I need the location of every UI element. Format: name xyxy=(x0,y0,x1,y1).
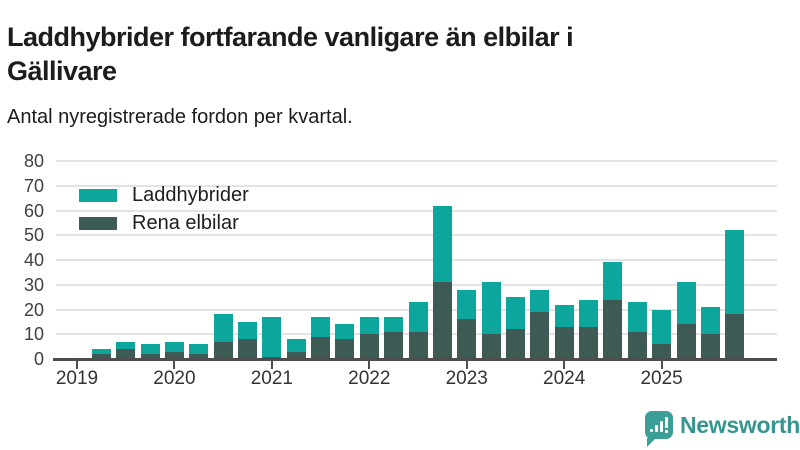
bar-segment-laddhybrider xyxy=(554,304,574,327)
y-gridline xyxy=(56,234,777,237)
bar-segment-rena-elbilar xyxy=(603,299,623,359)
bar-segment-rena-elbilar xyxy=(140,354,160,359)
chart-title: Laddhybrider fortfarande vanligare än el… xyxy=(7,22,574,87)
bar-segment-laddhybrider xyxy=(189,344,209,355)
legend-label: Rena elbilar xyxy=(132,211,239,234)
bar-segment-laddhybrider xyxy=(700,307,720,335)
bar-segment-laddhybrider xyxy=(481,282,501,335)
y-axis-tick-label: 20 xyxy=(23,299,44,320)
y-axis-tick-label: 30 xyxy=(23,274,44,295)
bar-segment-laddhybrider xyxy=(457,289,477,320)
bar-segment-rena-elbilar xyxy=(652,344,672,359)
bar-segment-rena-elbilar xyxy=(554,326,574,359)
bar-segment-rena-elbilar xyxy=(432,282,452,359)
bar-segment-rena-elbilar xyxy=(189,354,209,359)
y-gridline xyxy=(56,259,777,261)
bar-segment-laddhybrider xyxy=(579,299,599,327)
bar-segment-laddhybrider xyxy=(505,297,525,330)
x-axis-tick xyxy=(465,361,468,369)
y-axis-tick-label: 50 xyxy=(23,225,44,246)
bar-segment-laddhybrider xyxy=(432,205,452,283)
y-axis-tick-label: 10 xyxy=(23,324,44,345)
bar-segment-laddhybrider xyxy=(140,344,160,355)
x-axis-year-label: 2019 xyxy=(55,368,99,389)
bar-segment-rena-elbilar xyxy=(164,351,184,359)
y-gridline xyxy=(56,209,777,212)
bar-segment-rena-elbilar xyxy=(286,351,306,359)
bar-segment-rena-elbilar xyxy=(213,341,233,359)
laddhybrider-swatch xyxy=(79,188,117,202)
x-axis-tick xyxy=(660,361,663,369)
y-axis-tick-label: 60 xyxy=(23,200,44,221)
bar-segment-rena-elbilar xyxy=(676,324,696,359)
bar-segment-laddhybrider xyxy=(262,316,282,357)
bar-segment-rena-elbilar xyxy=(238,339,258,359)
bar-segment-laddhybrider xyxy=(652,309,672,345)
bar-segment-rena-elbilar xyxy=(384,331,404,359)
x-axis-year-label: 2021 xyxy=(250,368,294,389)
bar-segment-laddhybrider xyxy=(676,282,696,325)
rena-elbilar-swatch xyxy=(79,216,117,230)
bar-segment-laddhybrider xyxy=(408,302,428,332)
bar-segment-rena-elbilar xyxy=(262,356,282,359)
bar-segment-rena-elbilar xyxy=(359,334,379,359)
x-axis-tick xyxy=(173,361,176,369)
bar-segment-rena-elbilar xyxy=(91,354,111,359)
x-axis-tick xyxy=(270,361,273,369)
bar-segment-laddhybrider xyxy=(116,341,136,350)
x-axis-year-label: 2022 xyxy=(348,368,391,389)
y-axis-tick-label: 70 xyxy=(23,175,44,196)
bar-segment-laddhybrider xyxy=(286,339,306,352)
y-axis-tick-label: 0 xyxy=(33,349,44,369)
bar-segment-laddhybrider xyxy=(627,302,647,332)
bar-segment-laddhybrider xyxy=(91,349,111,355)
y-axis-tick-label: 40 xyxy=(23,250,44,270)
bar-segment-rena-elbilar xyxy=(116,349,136,359)
newsworthy-logo[interactable]: Newsworthy xyxy=(645,411,800,447)
bar-segment-laddhybrider xyxy=(213,314,233,342)
bar-segment-rena-elbilar xyxy=(335,339,355,359)
x-axis-year-label: 2025 xyxy=(640,368,683,389)
bar-segment-rena-elbilar xyxy=(311,336,331,359)
bar-segment-laddhybrider xyxy=(164,341,184,352)
y-gridline xyxy=(56,184,777,187)
bar-segment-rena-elbilar xyxy=(481,334,501,359)
bar-segment-rena-elbilar xyxy=(627,331,647,359)
x-axis-year-label: 2020 xyxy=(153,368,196,389)
bar-segment-laddhybrider xyxy=(311,316,331,337)
bar-segment-rena-elbilar xyxy=(700,334,720,359)
bar-segment-rena-elbilar xyxy=(725,314,745,359)
y-gridline xyxy=(56,160,777,162)
bar-segment-rena-elbilar xyxy=(505,329,525,359)
bar-segment-laddhybrider xyxy=(335,324,355,340)
legend-label: Laddhybrider xyxy=(132,183,249,206)
y-axis-tick-label: 80 xyxy=(23,151,44,171)
bar-segment-laddhybrider xyxy=(603,262,623,300)
bar-segment-laddhybrider xyxy=(359,316,379,335)
y-gridline xyxy=(56,283,777,286)
bar-segment-laddhybrider xyxy=(384,316,404,332)
bar-segment-rena-elbilar xyxy=(457,319,477,359)
x-axis-tick xyxy=(76,361,78,369)
brand-name: Newsworthy xyxy=(680,411,800,438)
legend-item-rena-elbilar: Rena elbilar xyxy=(79,209,249,237)
bar-segment-laddhybrider xyxy=(530,289,550,312)
legend: Laddhybrider Rena elbilar xyxy=(79,181,249,237)
bar-segment-laddhybrider xyxy=(238,321,258,340)
chart-subtitle: Antal nyregistrerade fordon per kvartal. xyxy=(7,106,353,128)
x-axis-year-label: 2023 xyxy=(445,368,488,389)
x-axis-year-label: 2024 xyxy=(543,368,586,389)
newsworthy-bubble-chart-icon xyxy=(645,411,673,447)
bar-segment-rena-elbilar xyxy=(579,326,599,359)
bar-segment-laddhybrider xyxy=(725,230,745,315)
bar-segment-rena-elbilar xyxy=(530,311,550,359)
x-axis-tick xyxy=(368,361,371,369)
legend-item-laddhybrider: Laddhybrider xyxy=(79,181,249,209)
bar-segment-rena-elbilar xyxy=(408,331,428,359)
x-axis-tick xyxy=(563,361,566,369)
x-axis-line xyxy=(53,358,777,361)
